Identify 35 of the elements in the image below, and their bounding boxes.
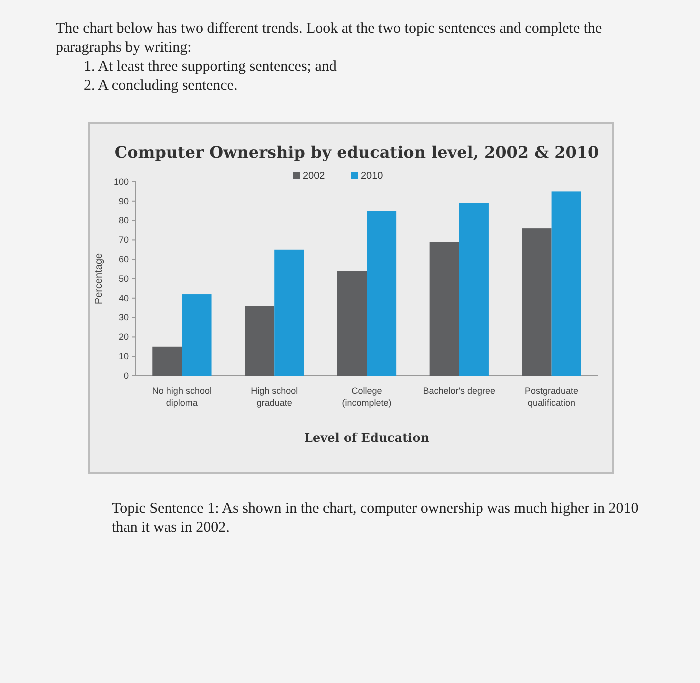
legend-label: 2010	[361, 171, 384, 182]
text: The chart below has two different trends. Look at the two topic sentences and complete the paragraphs by writing:	[56, 20, 604, 58]
y-tick-label: 20	[118, 332, 129, 342]
y-axis-title: Percentage	[94, 252, 105, 305]
bar	[245, 306, 275, 376]
bar	[337, 271, 367, 376]
y-tick-label: 10	[118, 351, 129, 362]
x-tick-label: College (incomplete)	[342, 386, 392, 408]
y-tick-label: 40	[118, 293, 129, 304]
legend-label: 2002	[303, 171, 326, 182]
x-axis-title: Level of Education	[304, 431, 430, 445]
y-tick-label: 60	[118, 254, 129, 264]
bar	[552, 192, 582, 376]
y-tick-label: 90	[118, 196, 129, 206]
text: Topic Sentence 1: As shown in the chart, computer ownership was much higher in 2010 than it was in 2002.	[112, 500, 640, 538]
x-tick-label: No high school diploma	[152, 386, 212, 408]
bar	[274, 250, 304, 376]
bar	[522, 228, 552, 376]
y-tick-label: 0	[124, 370, 129, 381]
y-tick-label: 80	[118, 216, 129, 226]
text: 2. A concluding sentence.	[83, 77, 239, 96]
y-tick-label: 70	[118, 235, 129, 246]
chart-title: Computer Ownership by education level, 2002 & 2010	[114, 143, 600, 162]
y-tick-label: 50	[118, 274, 129, 284]
bar	[367, 211, 397, 376]
y-tick-label: 100	[114, 176, 129, 187]
bar	[182, 294, 212, 376]
bar	[152, 346, 182, 376]
bar	[430, 242, 460, 376]
x-tick-label: High school graduate	[251, 386, 298, 408]
x-tick-label: Postgraduate qualification	[525, 386, 579, 408]
y-tick-label: 30	[118, 312, 129, 323]
bar	[459, 203, 489, 376]
x-tick-label: Bachelor's degree	[423, 386, 496, 396]
text: 1. At least three supporting sentences; and	[83, 58, 338, 77]
